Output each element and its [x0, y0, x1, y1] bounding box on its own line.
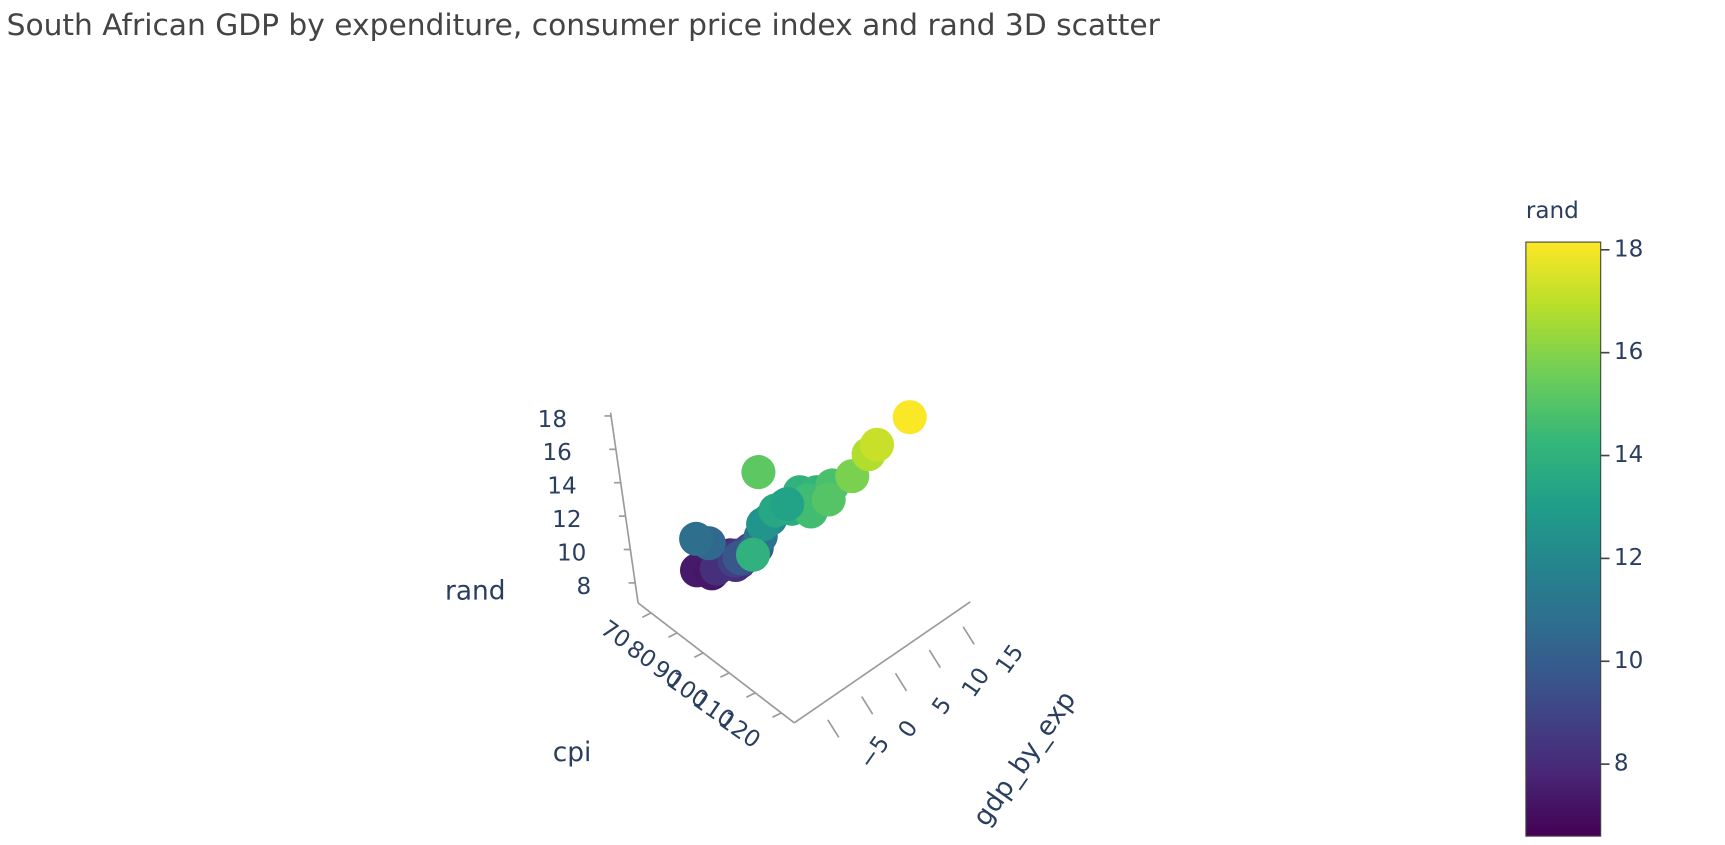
point	[770, 487, 805, 522]
y-tick	[641, 612, 652, 619]
colorbar-title: rand	[1526, 198, 1579, 224]
y-tick	[746, 692, 756, 698]
y-tick	[720, 672, 730, 679]
x-tick-label: 5	[928, 693, 958, 720]
colorbar-tick-label: 14	[1614, 442, 1643, 468]
colorbar-tick-label: 8	[1614, 751, 1629, 777]
x-tick	[928, 649, 942, 669]
z-tick-label: 12	[552, 507, 581, 533]
z-tick-label: 8	[576, 574, 591, 600]
z-tick-label: 10	[557, 540, 586, 566]
colorbar-tick-label: 10	[1614, 648, 1643, 674]
x-tick	[894, 672, 908, 692]
y-axis-line	[637, 602, 795, 724]
colorbar-tick-label: 12	[1614, 545, 1643, 571]
x-tick	[827, 719, 840, 738]
chart-title: South African GDP by expenditure, consum…	[7, 8, 1161, 43]
y-tick	[693, 652, 704, 659]
x-axis-line	[793, 601, 971, 724]
z-tick-label: 14	[547, 474, 576, 500]
y-axis-title: cpi	[553, 737, 592, 768]
point	[679, 521, 714, 556]
x-tick-label: 10	[957, 663, 995, 702]
z-tick-label: 18	[538, 407, 567, 433]
x-tick	[860, 696, 874, 715]
y-tick	[772, 712, 782, 718]
point	[741, 455, 776, 490]
point	[892, 400, 927, 435]
z-axis-title: rand	[445, 575, 506, 606]
x-tick	[962, 626, 975, 645]
x-tick-label: 0	[894, 716, 924, 743]
z-axis-line	[609, 412, 639, 604]
colorbar	[1525, 241, 1602, 837]
z-tick-label: 16	[542, 440, 571, 466]
x-tick-label: 15	[991, 640, 1029, 679]
colorbar-tick-label: 16	[1614, 339, 1643, 365]
point	[811, 482, 846, 517]
colorbar-tick-label: 18	[1614, 236, 1643, 262]
point	[735, 537, 771, 572]
point	[859, 427, 895, 462]
x-axis-title: gdp_by_exp	[967, 685, 1083, 832]
x-tick-label: −5	[854, 731, 895, 774]
y-tick	[667, 632, 678, 639]
